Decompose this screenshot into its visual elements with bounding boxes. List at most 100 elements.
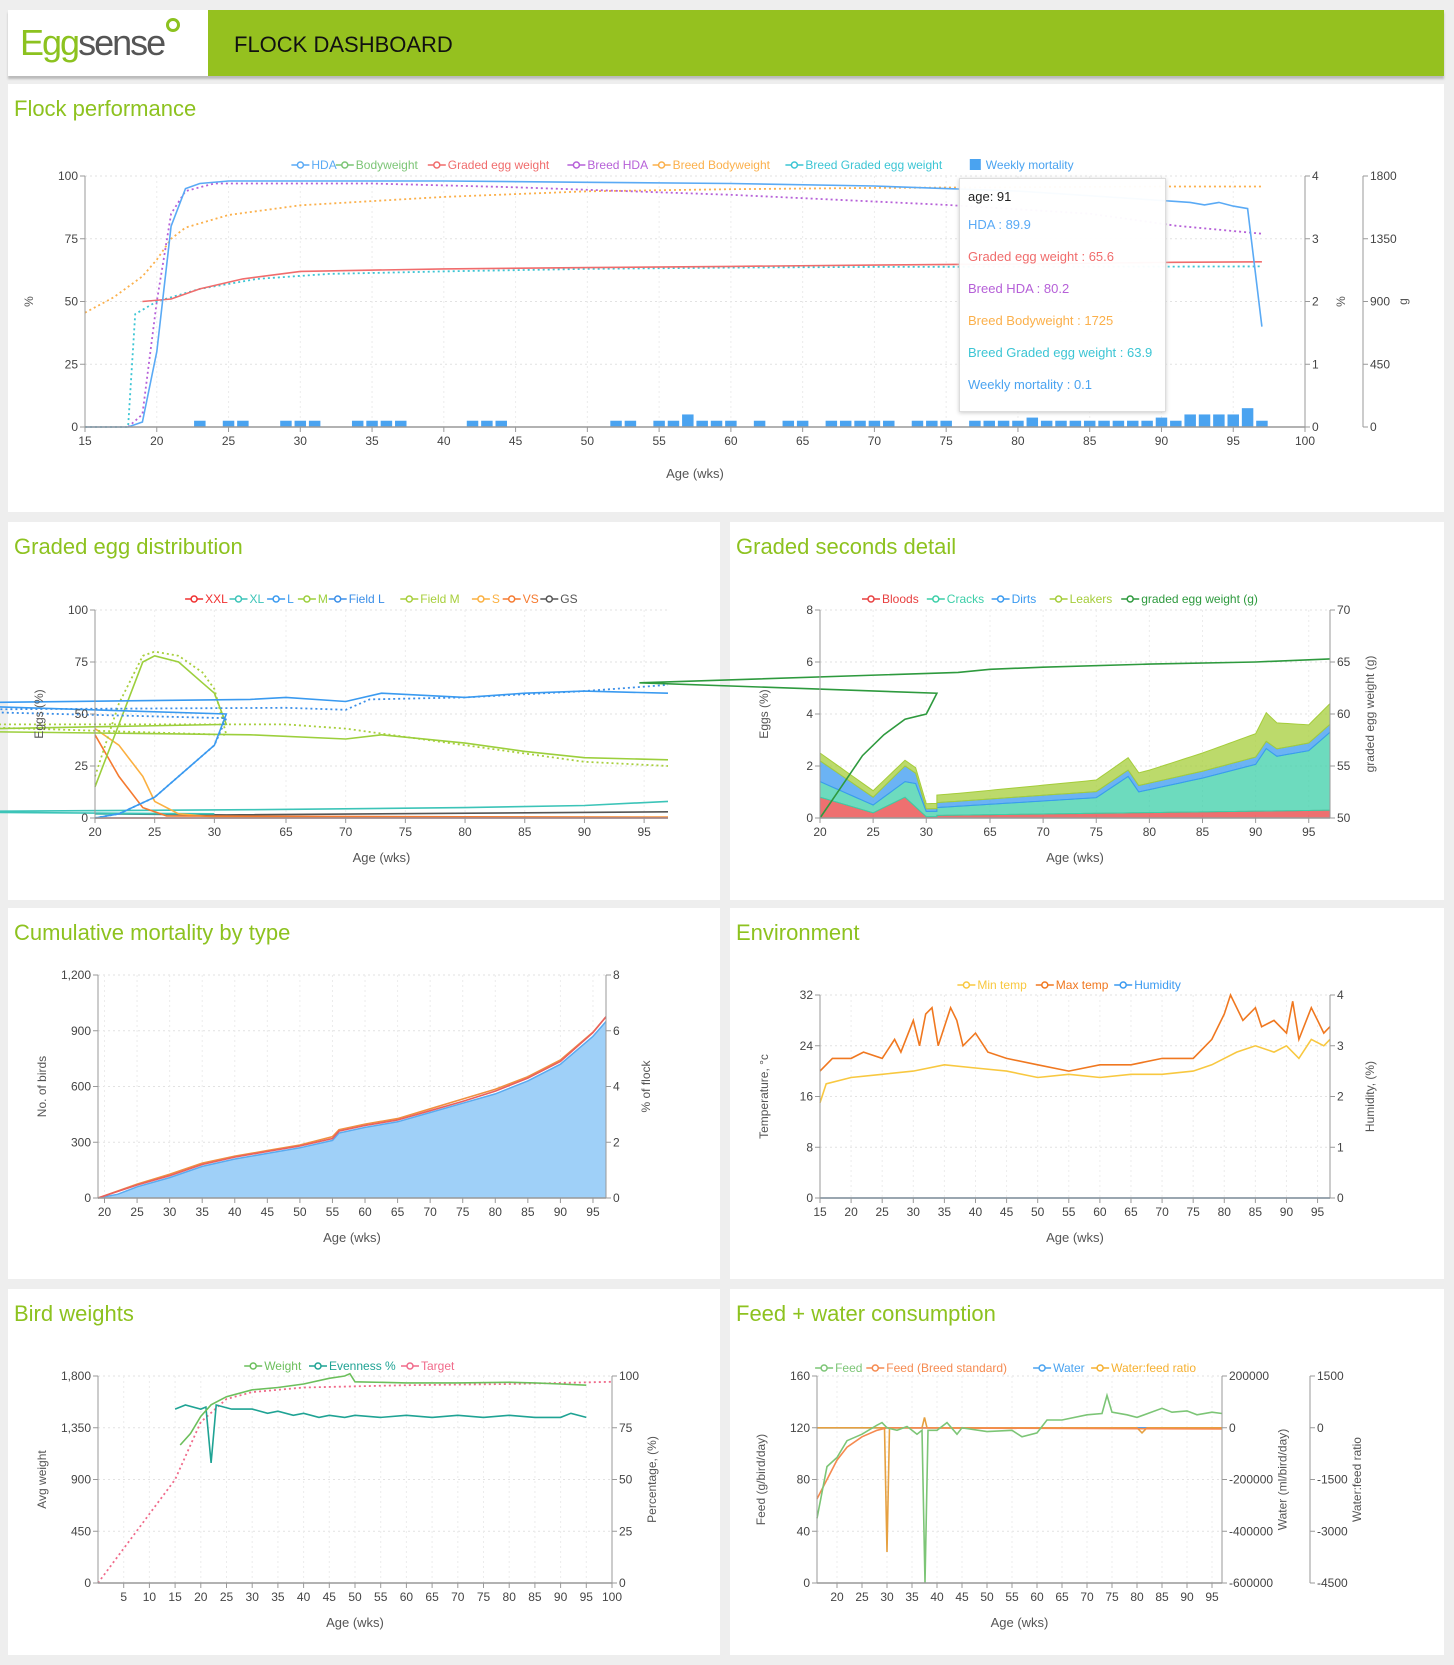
legend-item[interactable]: Breed HDA <box>567 158 648 172</box>
y-tick-label: 65 <box>1337 655 1351 669</box>
line-water-feed-ratio <box>817 1417 1222 1553</box>
y-tick-label: 600 <box>71 1080 91 1094</box>
legend-item[interactable]: XL <box>229 592 265 606</box>
bar-weekly-mortality <box>796 420 809 427</box>
legend-item[interactable]: Evenness % <box>309 1359 396 1373</box>
legend-item[interactable]: Target <box>401 1359 455 1373</box>
legend-label: GS <box>560 592 577 606</box>
x-tick-label: 90 <box>1249 825 1263 839</box>
legend-item[interactable]: Humidity <box>1114 978 1181 992</box>
y-axis-label: Humidity, (%) <box>1363 1061 1377 1132</box>
legend-item[interactable]: Min temp <box>957 978 1027 992</box>
legend-item[interactable]: graded egg weight (g) <box>1121 592 1258 606</box>
y-tick-label: 1350 <box>1370 232 1397 246</box>
y-tick-label: -4500 <box>1317 1576 1348 1590</box>
legend-marker-icon <box>1119 981 1127 989</box>
legend-item[interactable]: XXL <box>185 592 228 606</box>
tooltip-hda: HDA : 89.9 <box>968 217 1031 232</box>
legend-item[interactable]: M <box>297 592 328 606</box>
chart-flock: 15 20 25 30 35 40 45 50 55 60 65 70 75 80 85 90 95 100Age… <box>22 158 1410 481</box>
bar-weekly-mortality <box>983 420 995 427</box>
x-axis-label: Age (wks) <box>666 466 724 481</box>
legend-marker-icon <box>433 161 441 169</box>
x-tick-label: 20 <box>88 825 102 839</box>
bar-weekly-mortality <box>380 420 393 427</box>
legend-item[interactable]: Water:feed ratio <box>1091 1361 1196 1375</box>
legend-label: Weekly mortality <box>986 158 1074 172</box>
legend-item[interactable]: Bodyweight <box>335 158 419 172</box>
x-tick-label: 35 <box>196 1205 210 1219</box>
x-tick-label: 90 <box>578 825 592 839</box>
y-tick-label: 900 <box>71 1024 91 1038</box>
legend-item[interactable]: Max temp <box>1035 978 1109 992</box>
x-tick-label: 90 <box>1155 434 1169 448</box>
x-tick-label: 30 <box>294 434 308 448</box>
eggsense-logo[interactable]: Eggsense <box>8 10 208 76</box>
legend-item[interactable]: Water <box>1033 1361 1085 1375</box>
legend-marker-icon <box>871 1364 880 1372</box>
legend-label: Dirts <box>1012 592 1037 606</box>
panel-title: Feed + water consumption <box>736 1301 996 1326</box>
legend-label: Humidity <box>1134 978 1181 992</box>
legend-label: S <box>492 592 500 606</box>
x-tick-label: 55 <box>1005 1590 1019 1604</box>
y-tick-label: 2 <box>1337 1090 1344 1104</box>
legend-item[interactable]: HDA <box>291 158 337 172</box>
legend-item[interactable]: Cracks <box>926 592 984 606</box>
legend-item[interactable]: Weekly mortality <box>969 158 1074 172</box>
x-tick-label: 70 <box>1155 1205 1169 1219</box>
legend-item[interactable]: Graded egg weight <box>427 158 550 172</box>
y-tick-label: 0 <box>84 1191 91 1205</box>
x-axis-label: Age (wks) <box>326 1615 384 1630</box>
legend-marker-icon <box>333 595 342 603</box>
legend-item[interactable]: Bloods <box>862 592 919 606</box>
x-tick-label: 25 <box>866 825 880 839</box>
legend-item[interactable]: Field M <box>400 592 460 606</box>
line-min-temp <box>819 1038 1331 1104</box>
x-tick-label: 25 <box>148 825 162 839</box>
x-tick-label: 75 <box>477 1590 491 1604</box>
legend-marker-icon <box>962 981 971 989</box>
y-tick-label: 75 <box>75 655 89 669</box>
legend-label: Min temp <box>977 978 1027 992</box>
y-axis-label: Eggs (%) <box>757 689 771 738</box>
x-axis-label: Age (wks) <box>1046 1230 1104 1245</box>
legend-item[interactable]: S <box>471 592 500 606</box>
bar-weekly-mortality <box>1256 420 1268 427</box>
legend-item[interactable]: Feed (Breed standard) <box>866 1361 1007 1375</box>
x-tick-label: 10 <box>143 1590 157 1604</box>
y-tick-label: 50 <box>75 707 89 721</box>
y-tick-label: 55 <box>1337 759 1351 773</box>
panel-title: Graded egg distribution <box>14 534 243 559</box>
legend-item[interactable]: VS <box>502 592 539 606</box>
y-tick-label: 50 <box>619 1473 633 1487</box>
x-tick-label: 30 <box>163 1205 177 1219</box>
x-tick-label: 40 <box>297 1590 311 1604</box>
bar-weekly-mortality <box>825 420 838 427</box>
legend-item[interactable]: GS <box>540 592 578 606</box>
legend-label: Graded egg weight <box>448 158 550 172</box>
x-tick-label: 60 <box>358 1205 372 1219</box>
legend-marker-icon <box>1041 981 1049 989</box>
legend-item[interactable]: Weight <box>244 1359 302 1373</box>
bar-weekly-mortality <box>481 420 493 427</box>
legend-item[interactable]: Field L <box>328 592 385 606</box>
y-tick-label: 0 <box>1317 1421 1324 1435</box>
x-tick-label: 20 <box>830 1590 844 1604</box>
legend-marker-icon <box>996 595 1005 603</box>
y-tick-label: -600000 <box>1229 1576 1273 1590</box>
legend-item[interactable]: Dirts <box>991 592 1037 606</box>
y-tick-label: 0 <box>1312 420 1319 434</box>
y-tick-label: 300 <box>71 1135 91 1149</box>
bar-weekly-mortality <box>1170 420 1182 427</box>
legend-item[interactable]: L <box>267 592 294 606</box>
x-tick-label: 55 <box>374 1590 388 1604</box>
y-tick-label: 450 <box>1370 357 1390 371</box>
legend-item[interactable]: Breed Bodyweight <box>652 158 771 172</box>
legend-item[interactable]: Feed <box>815 1361 862 1375</box>
legend-item[interactable]: Breed Graded egg weight <box>785 158 943 172</box>
x-tick-label: 15 <box>78 434 92 448</box>
y-tick-label: 25 <box>65 357 79 371</box>
legend-item[interactable]: Leakers <box>1049 592 1113 606</box>
